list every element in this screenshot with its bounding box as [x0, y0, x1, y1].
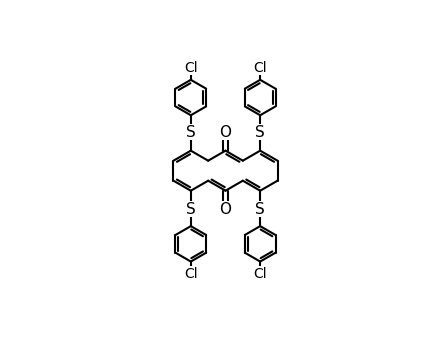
Text: Cl: Cl: [253, 61, 267, 74]
Text: O: O: [220, 202, 231, 217]
Text: Cl: Cl: [184, 267, 198, 281]
Text: O: O: [220, 125, 231, 140]
Text: S: S: [186, 125, 196, 140]
Text: S: S: [186, 202, 196, 217]
Text: S: S: [255, 202, 265, 217]
Text: S: S: [255, 125, 265, 140]
Text: Cl: Cl: [184, 61, 198, 74]
Text: Cl: Cl: [253, 267, 267, 281]
